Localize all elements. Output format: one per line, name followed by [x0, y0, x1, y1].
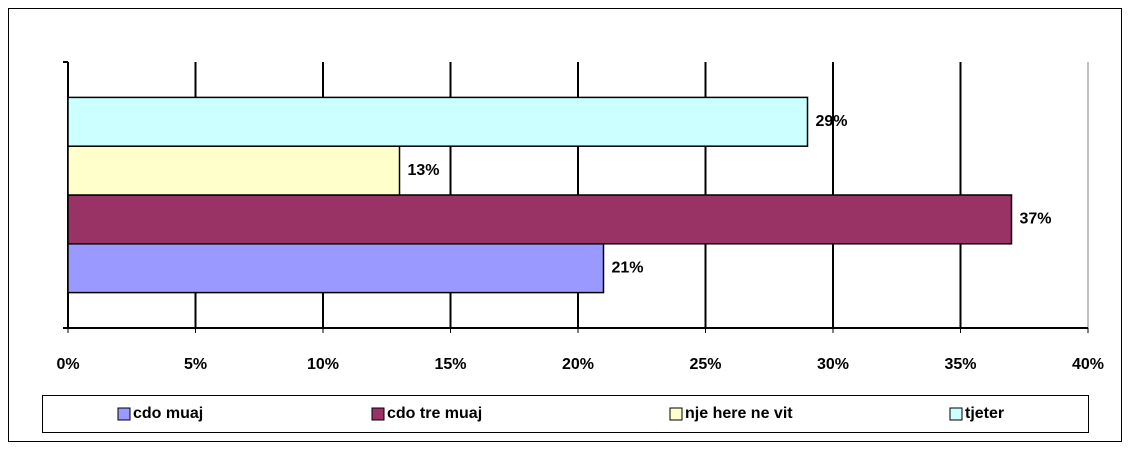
bar — [67, 96, 809, 147]
x-tick-label: 20% — [562, 356, 594, 373]
x-tick-label: 40% — [1072, 356, 1104, 373]
legend-label: cdo muaj — [133, 405, 203, 422]
x-tick-label: 10% — [307, 356, 339, 373]
x-tick-label: 30% — [817, 356, 849, 373]
x-tick-label: 35% — [944, 356, 976, 373]
bar — [67, 145, 401, 196]
x-tick-label: 0% — [56, 356, 79, 373]
legend-label: tjeter — [965, 405, 1004, 422]
legend-box — [42, 395, 1089, 433]
x-tick-label: 25% — [689, 356, 721, 373]
legend-label: nje here ne vit — [685, 405, 793, 422]
x-tick-label: 15% — [434, 356, 466, 373]
x-tick-label: 5% — [184, 356, 207, 373]
data-label: 29% — [816, 113, 848, 130]
bar — [67, 194, 1013, 245]
legend-swatch — [117, 407, 131, 421]
legend-swatch — [371, 407, 385, 421]
legend-label: cdo tre muaj — [387, 405, 482, 422]
data-label: 13% — [408, 162, 440, 179]
data-label: 21% — [612, 259, 644, 276]
data-label: 37% — [1020, 211, 1052, 228]
legend-swatch — [949, 407, 963, 421]
bar — [67, 243, 605, 294]
legend-swatch — [669, 407, 683, 421]
